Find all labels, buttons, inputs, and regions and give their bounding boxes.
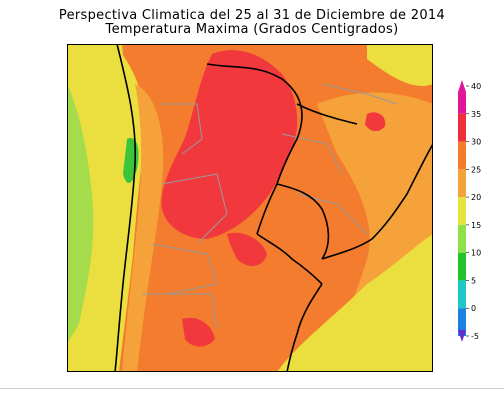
legend-tick-label: 35	[471, 110, 481, 119]
legend-swatch	[458, 197, 466, 225]
country-borders	[114, 44, 433, 372]
color-legend: 40 35 30 25 20 15 10 5 0 -5	[458, 80, 481, 342]
pleasant-zone-southeast	[277, 234, 433, 372]
legend-arrow-top	[458, 80, 466, 92]
hot-zone-patagonia	[182, 317, 215, 347]
legend-tick-label: 20	[471, 193, 481, 202]
legend-swatch	[458, 169, 466, 198]
map-subtitle: Temperatura Maxima (Grados Centigrados)	[105, 22, 399, 37]
pleasant-zone-northeast	[367, 44, 433, 86]
province-borders	[142, 83, 398, 330]
temperature-map	[67, 44, 433, 372]
legend-tick-label: 10	[471, 249, 481, 258]
legend-tick-label: 25	[471, 165, 481, 174]
legend-swatch	[458, 92, 466, 114]
legend-tick-label: 0	[471, 304, 476, 313]
andes-mild	[107, 54, 146, 372]
legend-swatch	[458, 280, 466, 309]
legend-tick-label: -5	[471, 332, 479, 341]
legend-swatch	[458, 224, 466, 253]
legend-tick-label: 5	[471, 276, 476, 285]
legend-swatch	[458, 113, 466, 142]
legend-swatch	[458, 252, 466, 281]
hot-zone-central	[161, 50, 298, 239]
legend-tick-label: 15	[471, 221, 481, 230]
legend-swatch	[458, 308, 466, 336]
map-frame	[67, 44, 433, 372]
legend-swatch	[458, 141, 466, 170]
bottom-divider	[0, 388, 504, 389]
legend-arrow-bottom	[458, 330, 466, 342]
hot-zone-south	[227, 232, 267, 266]
mild-zone-andes-east	[122, 84, 164, 372]
legend-tick-label: 40	[471, 82, 481, 91]
cool-zone-chile	[67, 84, 94, 344]
legend-tick-label: 30	[471, 138, 481, 147]
map-title: Perspectiva Climatica del 25 al 31 de Di…	[58, 8, 446, 23]
hot-zone-east	[365, 112, 386, 132]
